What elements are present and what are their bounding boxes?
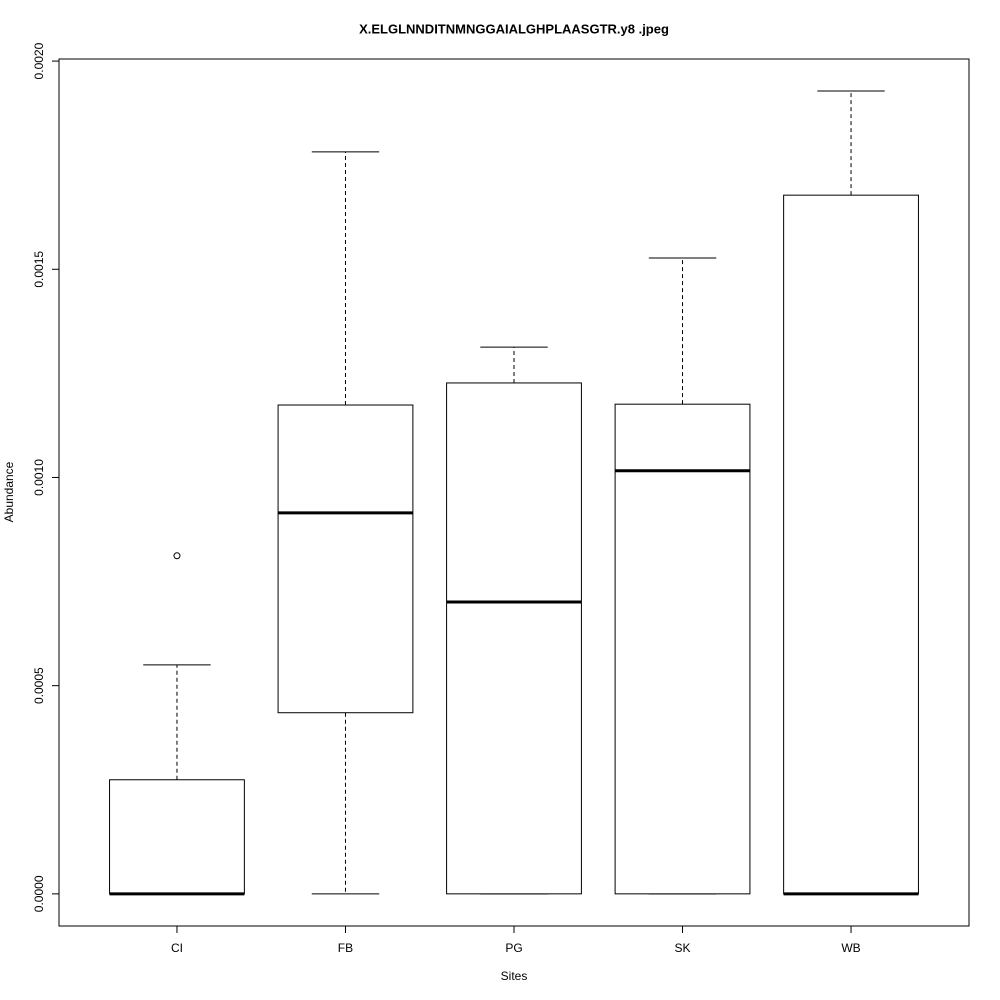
x-tick-label: PG — [505, 941, 522, 955]
box — [109, 779, 245, 895]
y-tick-label: 0.0000 — [32, 875, 46, 912]
y-tick-label: 0.0020 — [32, 42, 46, 79]
x-tick-label: WB — [841, 941, 860, 955]
x-axis-label: Sites — [501, 969, 528, 983]
y-axis-label: Abundance — [2, 461, 16, 522]
box — [446, 382, 582, 895]
x-tick-label: CI — [171, 941, 183, 955]
chart-title: X.ELGLNNDITNMNGGAIALGHPLAASGTR.y8 .jpeg — [359, 21, 669, 36]
box — [277, 404, 414, 714]
box — [614, 403, 751, 895]
y-tick-label: 0.0005 — [32, 667, 46, 704]
outlier — [173, 552, 181, 560]
x-tick-label: FB — [338, 941, 353, 955]
y-tick-label: 0.0015 — [32, 251, 46, 288]
box — [783, 194, 919, 895]
x-tick-label: SK — [675, 941, 691, 955]
y-tick-label: 0.0010 — [32, 459, 46, 496]
